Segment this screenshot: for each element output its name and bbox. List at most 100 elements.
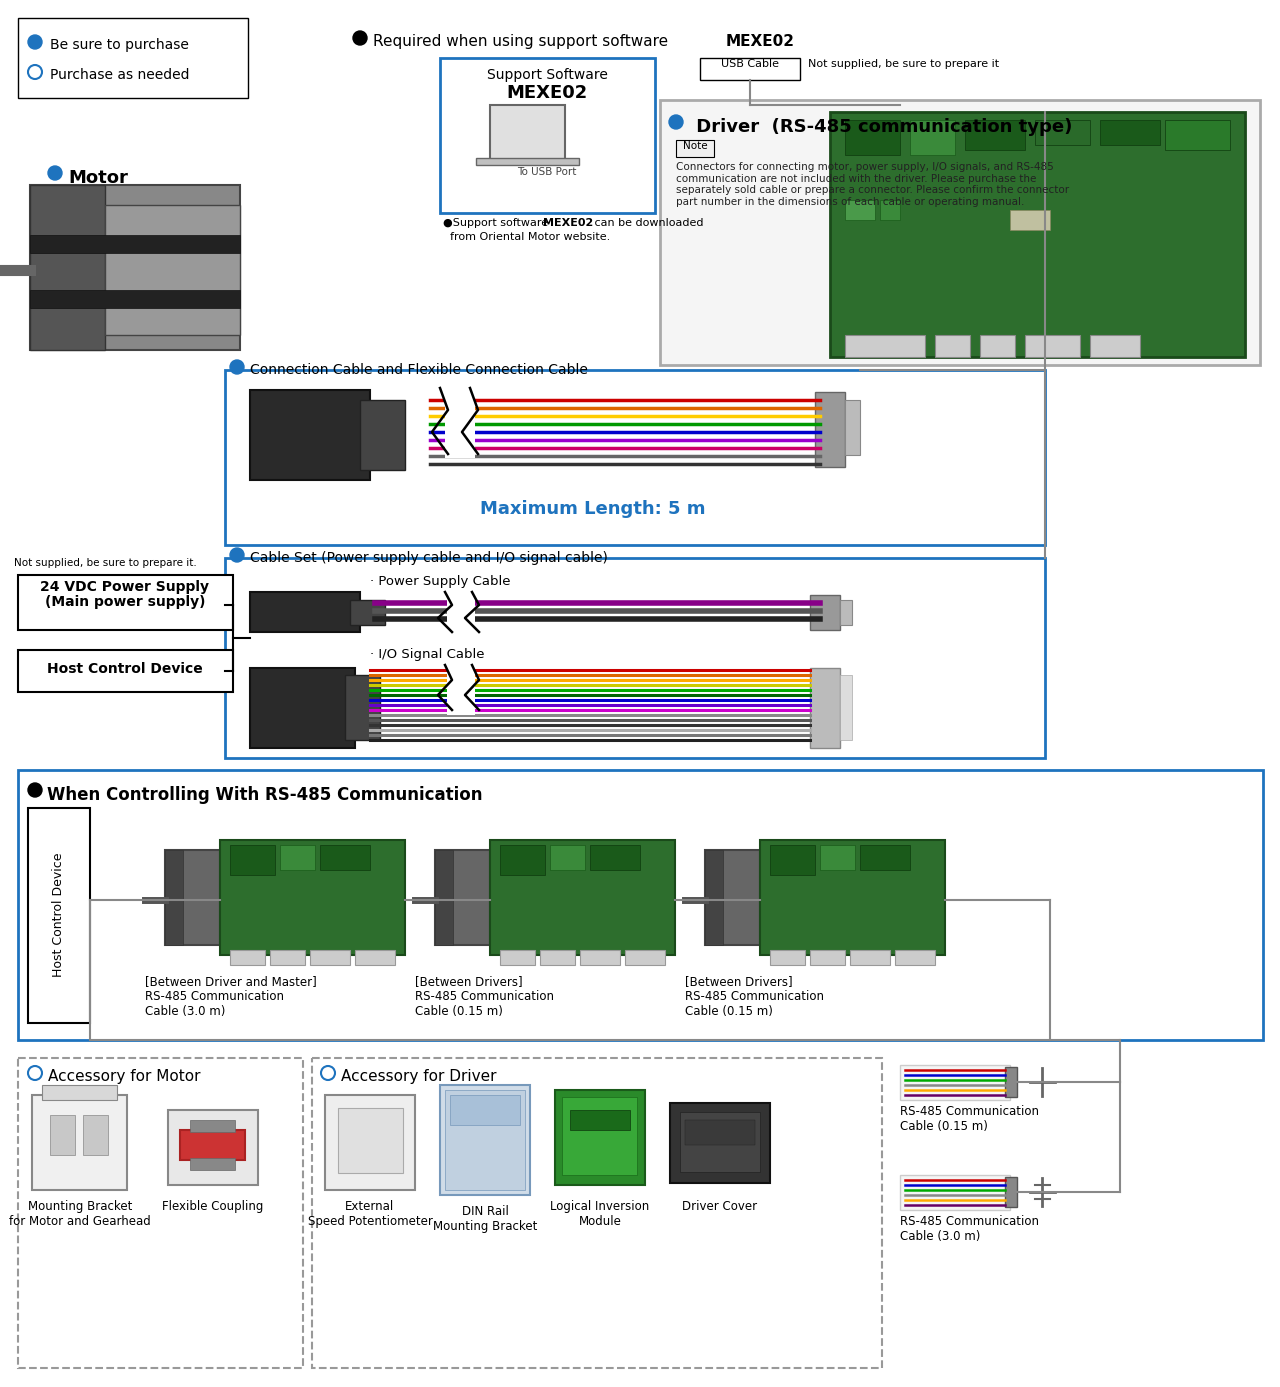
Bar bbox=[230, 950, 265, 965]
Bar bbox=[845, 399, 860, 455]
Bar bbox=[165, 850, 183, 945]
Text: can be downloaded: can be downloaded bbox=[591, 218, 704, 227]
Bar bbox=[270, 950, 305, 965]
Bar bbox=[1165, 121, 1230, 150]
Bar bbox=[1005, 1067, 1018, 1097]
Bar bbox=[845, 121, 900, 155]
Text: MEXE02: MEXE02 bbox=[726, 35, 795, 49]
Bar bbox=[840, 675, 852, 741]
Bar bbox=[445, 1090, 525, 1190]
Bar bbox=[680, 1112, 760, 1172]
Bar bbox=[310, 950, 349, 965]
Bar bbox=[840, 601, 852, 626]
Bar bbox=[447, 664, 475, 716]
Bar bbox=[850, 950, 890, 965]
Bar bbox=[965, 121, 1025, 150]
Text: RS-485 Communication
Cable (0.15 m): RS-485 Communication Cable (0.15 m) bbox=[900, 1105, 1039, 1133]
Circle shape bbox=[230, 361, 244, 374]
Bar bbox=[28, 809, 90, 1024]
Bar bbox=[29, 184, 105, 350]
Circle shape bbox=[28, 784, 42, 798]
Text: RS-485 Communication
Cable (3.0 m): RS-485 Communication Cable (3.0 m) bbox=[900, 1215, 1039, 1243]
Bar bbox=[685, 1119, 755, 1146]
Bar bbox=[360, 399, 404, 470]
Bar bbox=[625, 950, 666, 965]
Bar bbox=[280, 845, 315, 870]
Bar bbox=[590, 845, 640, 870]
Bar bbox=[1100, 121, 1160, 146]
Bar bbox=[440, 58, 655, 214]
Bar bbox=[500, 950, 535, 965]
Circle shape bbox=[832, 877, 868, 913]
Bar bbox=[29, 290, 241, 308]
Bar bbox=[562, 1097, 637, 1175]
Circle shape bbox=[49, 166, 61, 180]
Bar bbox=[440, 1085, 530, 1196]
Bar bbox=[346, 675, 380, 741]
Bar bbox=[934, 336, 970, 356]
Text: Accessory for Motor: Accessory for Motor bbox=[49, 1069, 201, 1085]
Bar bbox=[225, 558, 1044, 759]
Bar bbox=[845, 336, 925, 356]
Text: Accessory for Driver: Accessory for Driver bbox=[340, 1069, 497, 1085]
Bar bbox=[860, 845, 910, 870]
Text: Required when using support software: Required when using support software bbox=[372, 35, 678, 49]
Text: [Between Drivers]
RS-485 Communication
Cable (0.15 m): [Between Drivers] RS-485 Communication C… bbox=[685, 975, 824, 1018]
Bar bbox=[580, 950, 620, 965]
Bar bbox=[700, 58, 800, 80]
Circle shape bbox=[349, 1128, 390, 1168]
Text: To USB Port: To USB Port bbox=[517, 166, 577, 178]
Circle shape bbox=[252, 877, 288, 913]
Bar bbox=[189, 1158, 236, 1171]
Bar bbox=[250, 669, 355, 748]
Bar bbox=[500, 845, 545, 875]
Text: Note: Note bbox=[682, 141, 708, 151]
Text: Support Software: Support Software bbox=[486, 68, 608, 82]
Bar bbox=[435, 850, 453, 945]
Circle shape bbox=[28, 65, 42, 79]
Text: Motor: Motor bbox=[68, 169, 128, 187]
Bar bbox=[451, 1094, 520, 1125]
Bar bbox=[910, 121, 955, 155]
Text: MEXE02: MEXE02 bbox=[507, 85, 588, 103]
Text: Host Control Device: Host Control Device bbox=[47, 662, 202, 675]
Text: Driver  (RS-485 communication type): Driver (RS-485 communication type) bbox=[690, 118, 1073, 136]
Text: External
Speed Potentiometer: External Speed Potentiometer bbox=[307, 1200, 433, 1227]
Bar bbox=[490, 105, 564, 160]
Text: [Between Driver and Master]
RS-485 Communication
Cable (3.0 m): [Between Driver and Master] RS-485 Commu… bbox=[145, 975, 316, 1018]
Bar bbox=[829, 112, 1245, 356]
Bar bbox=[900, 1065, 1010, 1100]
Bar bbox=[810, 950, 845, 965]
Text: MEXE02: MEXE02 bbox=[543, 218, 593, 227]
Text: Logical Inversion
Module: Logical Inversion Module bbox=[550, 1200, 650, 1227]
Text: (Main power supply): (Main power supply) bbox=[45, 595, 205, 609]
Circle shape bbox=[876, 209, 925, 259]
Bar bbox=[476, 158, 579, 165]
Bar bbox=[900, 1175, 1010, 1209]
Bar bbox=[550, 845, 585, 870]
Bar bbox=[660, 100, 1260, 365]
Bar bbox=[445, 388, 475, 458]
Bar bbox=[355, 950, 396, 965]
Bar bbox=[320, 845, 370, 870]
Text: Not supplied, be sure to prepare it.: Not supplied, be sure to prepare it. bbox=[14, 558, 196, 569]
Bar bbox=[820, 845, 855, 870]
Text: Flexible Coupling: Flexible Coupling bbox=[163, 1200, 264, 1214]
Circle shape bbox=[28, 1067, 42, 1080]
Bar bbox=[447, 592, 475, 634]
Bar bbox=[338, 1108, 403, 1173]
Bar bbox=[540, 950, 575, 965]
Bar bbox=[168, 1110, 259, 1184]
Text: [Between Drivers]
RS-485 Communication
Cable (0.15 m): [Between Drivers] RS-485 Communication C… bbox=[415, 975, 554, 1018]
Text: When Controlling With RS-485 Communication: When Controlling With RS-485 Communicati… bbox=[47, 786, 483, 804]
Text: Connection Cable and Flexible Connection Cable: Connection Cable and Flexible Connection… bbox=[250, 363, 588, 377]
Bar bbox=[1010, 209, 1050, 230]
Circle shape bbox=[321, 1067, 335, 1080]
Circle shape bbox=[669, 115, 684, 129]
Bar bbox=[895, 950, 934, 965]
Circle shape bbox=[522, 877, 558, 913]
Bar bbox=[29, 184, 241, 350]
Bar bbox=[83, 1115, 108, 1155]
Bar bbox=[180, 1130, 244, 1160]
Bar bbox=[705, 850, 760, 945]
